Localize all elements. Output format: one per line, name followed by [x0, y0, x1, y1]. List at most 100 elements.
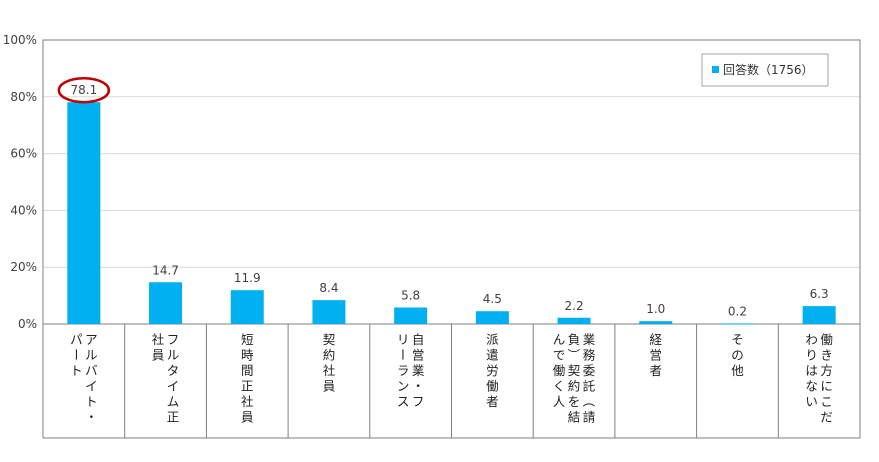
legend-label: 回答数（1756） [723, 62, 814, 77]
category-char: 短 [241, 332, 254, 347]
category-char: わ [805, 332, 818, 347]
y-tick-label: 40% [10, 203, 37, 217]
value-label: 11.9 [234, 271, 261, 285]
category-char: 遣 [486, 348, 499, 363]
bar [557, 317, 591, 324]
bars [67, 102, 836, 325]
category-char: ル [85, 348, 98, 363]
category-char: こ [820, 394, 833, 409]
category-char: 正 [241, 379, 254, 394]
bar [230, 290, 264, 324]
category-char: 社 [152, 332, 165, 347]
value-label: 1.0 [646, 302, 665, 316]
category-char: ア [85, 332, 98, 347]
highlight-ellipse [57, 76, 111, 104]
value-label: 0.2 [728, 304, 747, 318]
category-char: 働 [486, 379, 499, 394]
category-char: ラ [397, 363, 410, 378]
category-char: い [805, 394, 818, 409]
value-label: 4.5 [483, 292, 502, 306]
highlight-annotation [57, 76, 111, 104]
category-char: で [553, 348, 566, 363]
category-char: ー [395, 348, 410, 361]
category-char: 働 [820, 332, 833, 347]
category-char: 方 [820, 363, 833, 378]
category-char: 業 [412, 363, 425, 378]
category-table [42, 324, 861, 439]
category-char: 営 [649, 348, 662, 363]
value-label: 14.7 [152, 263, 179, 277]
category-char: 員 [152, 348, 165, 363]
y-tick-label: 60% [10, 147, 37, 161]
category-labels: アルバイト・パートフルタイム正社員短時間正社員契約社員自営業・フリーランス派遣労… [68, 332, 833, 425]
category-char: 員 [323, 379, 336, 394]
y-tick-label: 100% [3, 33, 37, 47]
category-char: ん [553, 332, 566, 347]
category-char: を [568, 394, 581, 409]
value-label: 2.2 [565, 299, 584, 313]
category-char: 社 [323, 363, 336, 378]
category-char: タ [167, 363, 180, 378]
value-label: 5.8 [401, 289, 420, 303]
y-tick-label: 20% [10, 260, 37, 274]
category-char: リ [397, 332, 410, 347]
category-char: 労 [486, 363, 499, 378]
bar [394, 307, 428, 324]
category-label: 経営者 [649, 332, 662, 378]
legend-box [701, 53, 829, 87]
category-char: ・ [85, 410, 98, 425]
category-char: （ [581, 395, 596, 408]
category-char: パ [70, 332, 83, 347]
category-char: ー [68, 348, 83, 361]
category-char: そ [731, 332, 744, 347]
category-char: 者 [649, 363, 662, 378]
category-char: 業 [583, 332, 596, 347]
category-char: 契 [568, 363, 581, 378]
value-labels: 78.1 14.7 11.9 8.4 5.8 4.5 2.2 1.0 0.2 6.3 [70, 83, 828, 318]
category-char: 派 [486, 332, 499, 347]
legend: 回答数（1756） [701, 53, 829, 87]
category-char: フ [412, 394, 425, 409]
bar [639, 321, 673, 324]
category-char: ム [167, 394, 180, 409]
category-char: フ [167, 332, 180, 347]
category-char: 間 [241, 363, 254, 378]
category-char: ト [85, 394, 98, 409]
value-label: 78.1 [70, 83, 97, 97]
category-char: 約 [323, 348, 336, 363]
category-char: 働 [553, 363, 566, 378]
category-char: 委 [583, 363, 596, 378]
bar [312, 300, 346, 324]
category-char: 時 [241, 348, 254, 363]
category-char: 請 [583, 410, 596, 425]
category-char: バ [85, 363, 98, 378]
category-char: 結 [568, 410, 581, 425]
category-label: その他 [731, 332, 744, 378]
category-char: だ [820, 410, 833, 425]
bar [67, 102, 101, 324]
value-label: 8.4 [319, 281, 338, 295]
y-axis-tick-labels: 0% 20% 40% 60% 80% 100% [3, 33, 37, 331]
category-char: 他 [731, 363, 744, 378]
category-char: 者 [486, 394, 499, 409]
category-char: イ [167, 379, 180, 394]
category-char: き [820, 348, 833, 363]
category-char: は [805, 363, 818, 378]
category-char: 約 [568, 379, 581, 394]
category-char: 契 [323, 332, 336, 347]
category-char: ・ [412, 379, 425, 394]
category-char: の [731, 348, 744, 363]
bar [720, 323, 754, 325]
category-char: ル [167, 348, 180, 363]
bar [475, 311, 509, 324]
category-char: 営 [412, 348, 425, 363]
category-char: ト [70, 363, 83, 378]
